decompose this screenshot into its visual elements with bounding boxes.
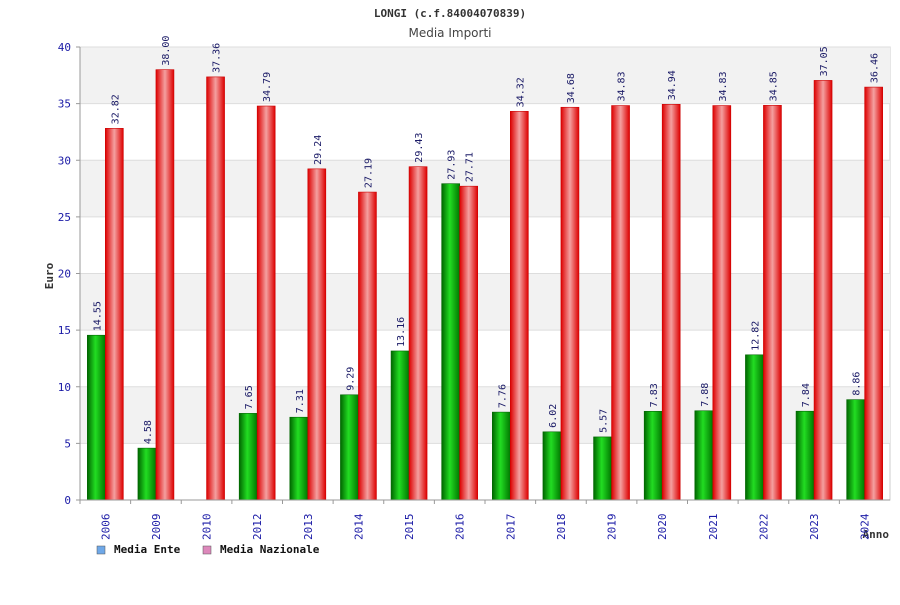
bar-media-nazionale [105,128,124,501]
bar-media-ente [795,410,815,501]
bar-media-ente [643,411,663,501]
data-label-media-ente: 7.84 [801,383,812,407]
data-label-media-ente: 7.83 [649,383,660,407]
legend-label-media-nazionale: Media Nazionale [220,543,320,556]
legend-swatch-media-ente [96,545,106,555]
x-tick-label: 2010 [201,514,214,541]
data-label-media-ente: 6.02 [548,404,559,428]
data-label-media-ente: 27.93 [447,150,458,180]
data-label-media-ente: 7.76 [497,384,508,408]
bar-media-ente [593,436,612,501]
bar-media-nazionale [813,80,833,501]
x-tick-label: 2019 [606,514,619,541]
bar-media-ente [137,447,157,501]
bar-media-nazionale [358,191,377,501]
bar-media-ente [340,394,359,501]
bar-media-nazionale [256,105,276,501]
x-axis-label: Anno [863,528,890,541]
chart-title: LONGI (c.f.84004070839) [374,7,526,20]
bar-media-ente [238,413,258,501]
bar-media-nazionale [712,105,732,501]
bar-media-nazionale [510,111,529,501]
bar-media-nazionale [560,106,580,501]
y-tick-label: 40 [58,41,71,54]
x-tick-label: 2015 [403,514,416,541]
y-tick-label: 20 [58,268,71,281]
bar-media-ente [390,350,410,501]
bar-media-ente [87,334,106,501]
bar-media-ente [846,399,865,501]
data-label-media-ente: 7.65 [244,385,255,409]
x-tick-label: 2020 [656,514,669,541]
x-tick-label: 2022 [757,514,770,541]
bar-media-ente [542,431,562,501]
bar-media-ente [441,183,460,501]
data-label-media-nazionale: 32.82 [110,94,121,124]
x-tick-label: 2024 [859,513,872,540]
y-axis-label: Euro [43,262,56,289]
data-label-media-ente: 12.82 [750,321,761,351]
data-label-media-nazionale: 36.46 [870,53,881,83]
data-label-media-nazionale: 34.83 [617,71,628,101]
data-label-media-nazionale: 34.32 [515,77,526,107]
bar-media-ente [694,410,714,501]
bar-media-ente [745,354,764,501]
data-label-media-nazionale: 29.43 [414,133,425,163]
data-label-media-ente: 7.88 [700,383,711,407]
data-label-media-nazionale: 34.94 [667,70,678,100]
y-tick-label: 35 [58,98,71,111]
chart-subtitle: Media Importi [408,26,491,40]
data-label-media-nazionale: 27.71 [465,152,476,182]
data-label-media-nazionale: 34.79 [262,72,273,102]
legend-swatch-media-nazionale [202,545,212,555]
data-label-media-ente: 7.31 [295,389,306,413]
y-tick-label: 5 [64,437,71,450]
data-label-media-ente: 4.58 [143,420,154,444]
bar-media-nazionale [155,69,175,501]
data-label-media-nazionale: 34.85 [768,71,779,101]
data-label-media-nazionale: 34.68 [566,73,577,103]
y-tick-label: 25 [58,211,71,224]
y-tick-label: 10 [58,381,71,394]
bar-media-nazionale [206,76,225,501]
x-tick-label: 2017 [504,514,517,541]
x-tick-label: 2009 [150,514,163,541]
x-tick-label: 2006 [99,514,112,541]
data-label-media-ente: 8.86 [852,372,863,396]
x-tick-label: 2012 [251,514,264,541]
data-label-media-ente: 5.57 [599,409,610,433]
x-tick-label: 2014 [352,513,365,540]
bar-media-nazionale [763,105,782,501]
x-tick-label: 2023 [808,514,821,541]
data-label-media-nazionale: 34.83 [718,71,729,101]
y-tick-label: 0 [64,494,71,507]
data-label-media-nazionale: 29.24 [313,135,324,165]
x-tick-label: 2013 [302,514,315,541]
data-label-media-nazionale: 37.36 [212,43,223,73]
y-tick-label: 30 [58,154,71,167]
bar-media-nazionale [459,185,478,501]
data-label-media-ente: 13.16 [396,317,407,347]
bar-media-ente [492,411,511,501]
data-label-media-ente: 14.55 [92,301,103,331]
x-tick-label: 2018 [555,514,568,541]
data-label-media-nazionale: 38.00 [161,36,172,66]
bar-media-nazionale [661,104,681,501]
data-label-media-ente: 9.29 [345,367,356,391]
bar-media-nazionale [611,105,630,501]
legend-label-media-ente: Media Ente [114,543,181,556]
bar-media-nazionale [408,166,428,501]
y-tick-label: 15 [58,324,71,337]
legend: Media Ente Media Nazionale [96,543,320,556]
data-label-media-nazionale: 27.19 [363,158,374,188]
x-tick-label: 2021 [707,514,720,541]
x-tick-label: 2016 [454,514,467,541]
bar-media-nazionale [307,168,327,501]
data-label-media-nazionale: 37.05 [819,46,830,76]
bar-media-nazionale [864,86,883,501]
bar-media-ente [289,416,309,501]
